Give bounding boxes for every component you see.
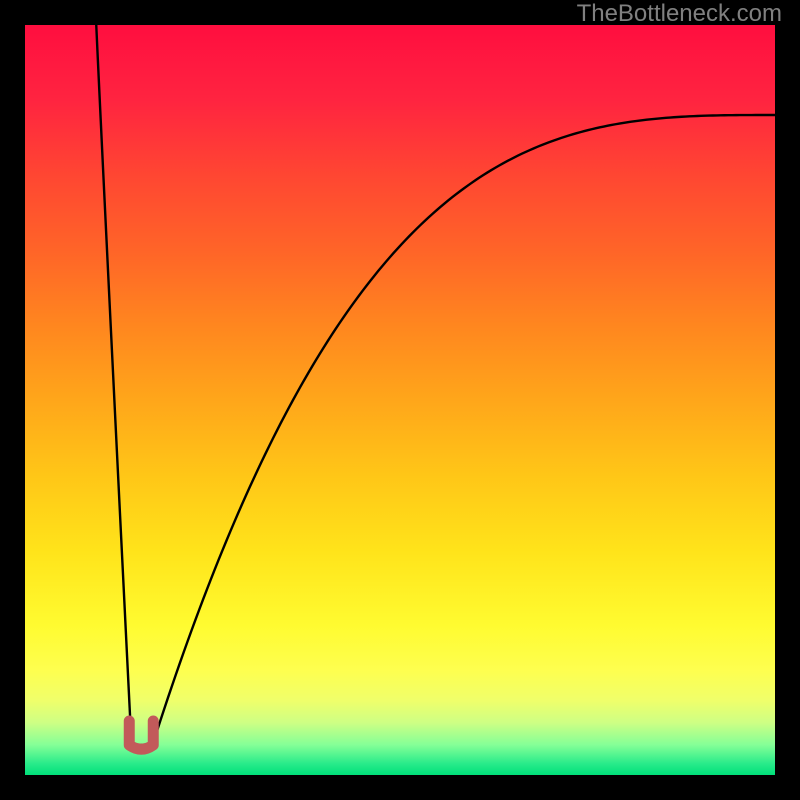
bottleneck-chart: TheBottleneck.com: [0, 0, 800, 800]
chart-canvas: [0, 0, 800, 800]
plot-background: [25, 25, 775, 775]
